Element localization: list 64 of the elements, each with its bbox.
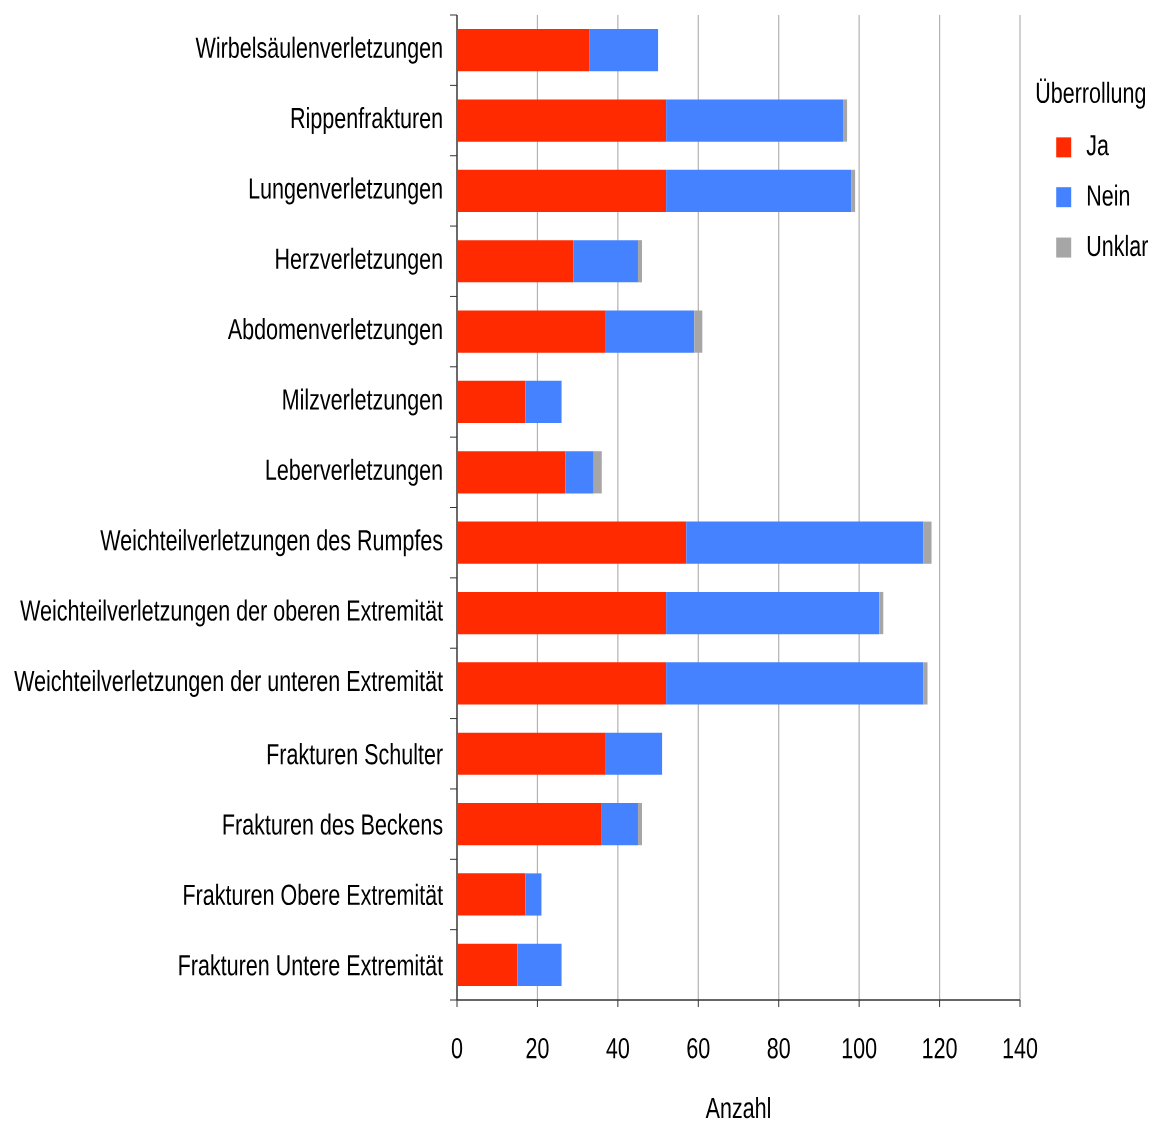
x-axis-title: Anzahl — [705, 1096, 770, 1119]
x-tick-label: 80 — [767, 1037, 790, 1059]
bar — [686, 521, 924, 564]
bar — [457, 873, 526, 916]
legend-title: Überrollung — [1036, 78, 1146, 109]
bar — [694, 310, 703, 353]
bar — [605, 310, 695, 353]
y-tick-label: Milzverletzungen — [283, 388, 442, 416]
y-tick-label: Frakturen Obere Extremität — [184, 883, 443, 906]
bar — [457, 662, 667, 705]
bar — [879, 591, 884, 635]
y-tick-label: Frakturen des Beckens — [223, 813, 443, 835]
x-tick-label: 60 — [687, 1037, 710, 1059]
bar — [457, 591, 667, 635]
bar — [525, 873, 542, 916]
bar — [637, 240, 642, 283]
x-tick-label: 40 — [606, 1037, 629, 1059]
bar — [565, 451, 594, 494]
bar — [457, 943, 518, 986]
bar — [601, 803, 638, 846]
bar — [457, 240, 574, 283]
bar — [573, 240, 638, 283]
bar — [457, 380, 526, 424]
y-tick-label: Weichteilverletzungen des Rumpfes — [100, 529, 443, 557]
y-tick-label: Frakturen Schulter — [267, 743, 443, 765]
bar — [457, 521, 687, 564]
x-tick-label: 20 — [526, 1037, 549, 1059]
y-tick-label: Wirbelsäulenverletzungen — [195, 36, 442, 64]
bar — [517, 943, 562, 986]
y-tick-label: Leberverletzungen — [266, 458, 442, 486]
x-tick-label: 120 — [923, 1037, 957, 1059]
bar — [589, 29, 659, 72]
y-tick-label: Frakturen Untere Extremität — [179, 954, 443, 976]
bar — [637, 803, 642, 846]
bar — [605, 732, 663, 775]
y-tick-label: Rippenfrakturen — [291, 107, 442, 135]
bar — [666, 591, 880, 635]
bar — [851, 169, 856, 212]
legend-label: Nein — [1087, 184, 1130, 206]
bar — [923, 521, 932, 564]
y-tick-label: Lungenverletzungen — [249, 177, 442, 205]
x-tick-label: 100 — [842, 1037, 877, 1059]
y-tick-label: Herzverletzungen — [276, 247, 442, 275]
bar — [457, 29, 590, 72]
bar — [525, 380, 562, 424]
bar — [457, 169, 667, 212]
legend-label: Ja — [1086, 135, 1109, 156]
bar — [457, 732, 606, 775]
bar — [457, 451, 566, 494]
x-tick-label: 0 — [451, 1037, 463, 1059]
legend-label: Unklar — [1087, 234, 1149, 257]
bar — [457, 99, 667, 142]
y-tick-label: Weichteilverletzungen der oberen Extremität — [20, 599, 443, 627]
bar — [843, 99, 848, 142]
y-tick-label: Weichteilverletzungen der unteren Extremität — [14, 669, 443, 697]
bar — [666, 169, 852, 212]
bar — [457, 803, 602, 846]
bar — [666, 662, 924, 705]
bar — [593, 451, 602, 494]
bar — [457, 310, 606, 353]
bar — [923, 662, 928, 705]
y-tick-label: Abdomenverletzungen — [227, 318, 442, 346]
x-tick-label: 140 — [1003, 1037, 1038, 1059]
bar — [666, 99, 844, 142]
